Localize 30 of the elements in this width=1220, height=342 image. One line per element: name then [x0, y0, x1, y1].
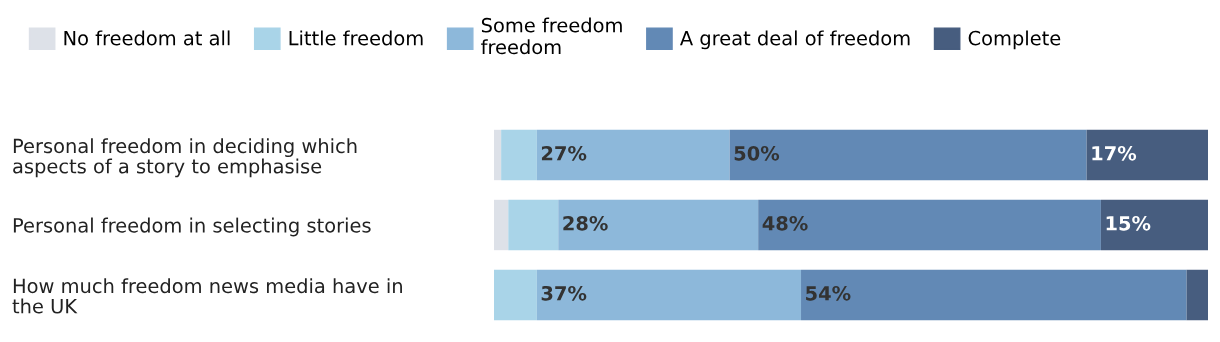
legend-label: No freedom at all [64, 30, 230, 46]
data-label: 48% [762, 215, 808, 231]
data-label: 37% [541, 285, 587, 301]
bar [508, 199, 559, 251]
legend-label: Some freedom freedom [481, 17, 622, 55]
data-label: 50% [734, 145, 780, 161]
data-label: 28% [563, 215, 608, 231]
bar [1186, 269, 1208, 321]
bar [729, 129, 1087, 181]
legend-label: A great deal of freedom [680, 30, 910, 50]
bar [501, 129, 537, 181]
bar [494, 129, 502, 181]
y-tick-label: How much freedom news media have in the UK [12, 278, 402, 314]
data-label: 54% [806, 285, 851, 301]
data-label: 17% [1092, 145, 1137, 161]
legend-label: Little freedom [289, 30, 423, 46]
bar [536, 269, 802, 321]
y-tick-label: Personal freedom in deciding which aspects of a story to emphasise [13, 138, 357, 178]
legend-label: Complete [968, 30, 1061, 50]
bar [494, 199, 509, 251]
data-label: 27% [541, 145, 587, 161]
bar [758, 199, 1101, 251]
bar [1100, 199, 1208, 251]
y-tick-label: Personal freedom in selecting stories [13, 217, 371, 237]
bar [1086, 129, 1208, 181]
bar [536, 129, 730, 181]
bar [558, 199, 759, 251]
data-label: 15% [1106, 215, 1151, 231]
bar [494, 269, 537, 321]
bar [801, 269, 1187, 321]
